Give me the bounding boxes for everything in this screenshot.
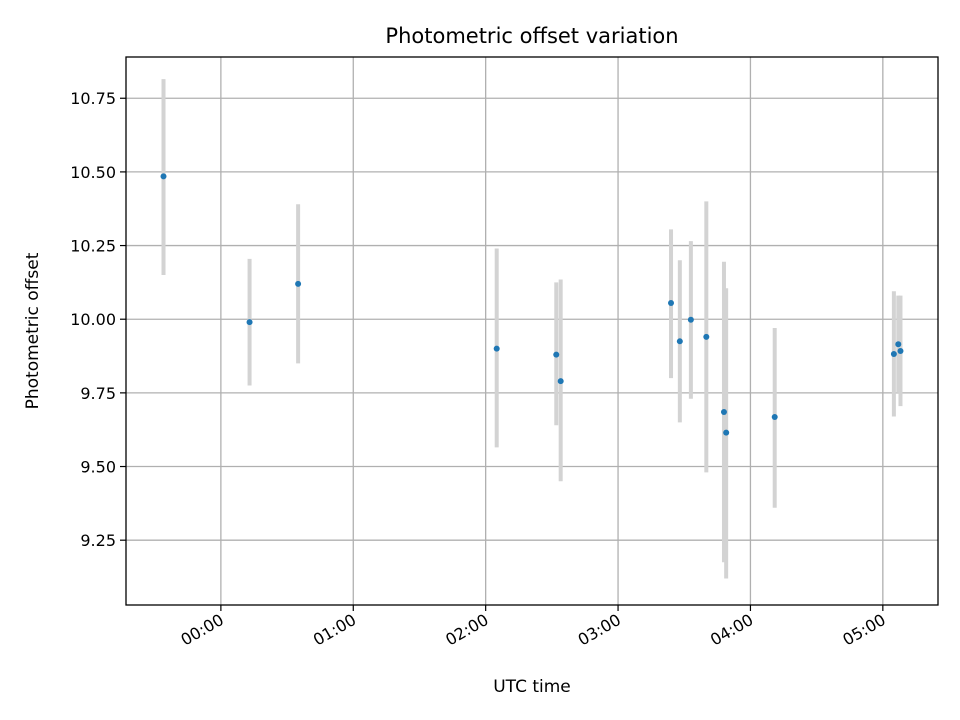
grid [126,57,938,605]
y-tick-label: 10.50 [70,163,116,182]
data-point [895,341,902,348]
data-point [668,300,675,307]
data-points [160,173,904,436]
data-point [723,429,730,436]
y-tick-label: 9.25 [80,531,116,550]
data-point [557,378,564,385]
y-tick-label: 10.00 [70,310,116,329]
data-point [295,280,302,287]
data-point [493,345,500,352]
data-point [771,414,778,421]
data-point [703,333,710,340]
y-tick-label: 10.75 [70,89,116,108]
data-point [687,316,694,323]
data-point [897,348,904,355]
x-axis-title: UTC time [493,677,571,697]
data-point [246,319,253,326]
chart-title: Photometric offset variation [385,24,678,48]
data-point [890,350,897,357]
data-point [676,338,683,345]
data-point [720,409,727,416]
y-tick-label: 9.75 [80,384,116,403]
y-tick-label: 9.50 [80,458,116,477]
y-axis-title: Photometric offset [23,252,43,409]
y-tick-label: 10.25 [70,237,116,256]
data-point [553,351,560,358]
y-axis: 9.25 9.50 9.75 10.00 10.25 10.50 10.75 [70,89,126,550]
plot-frame [125,56,939,606]
data-point [160,173,167,180]
